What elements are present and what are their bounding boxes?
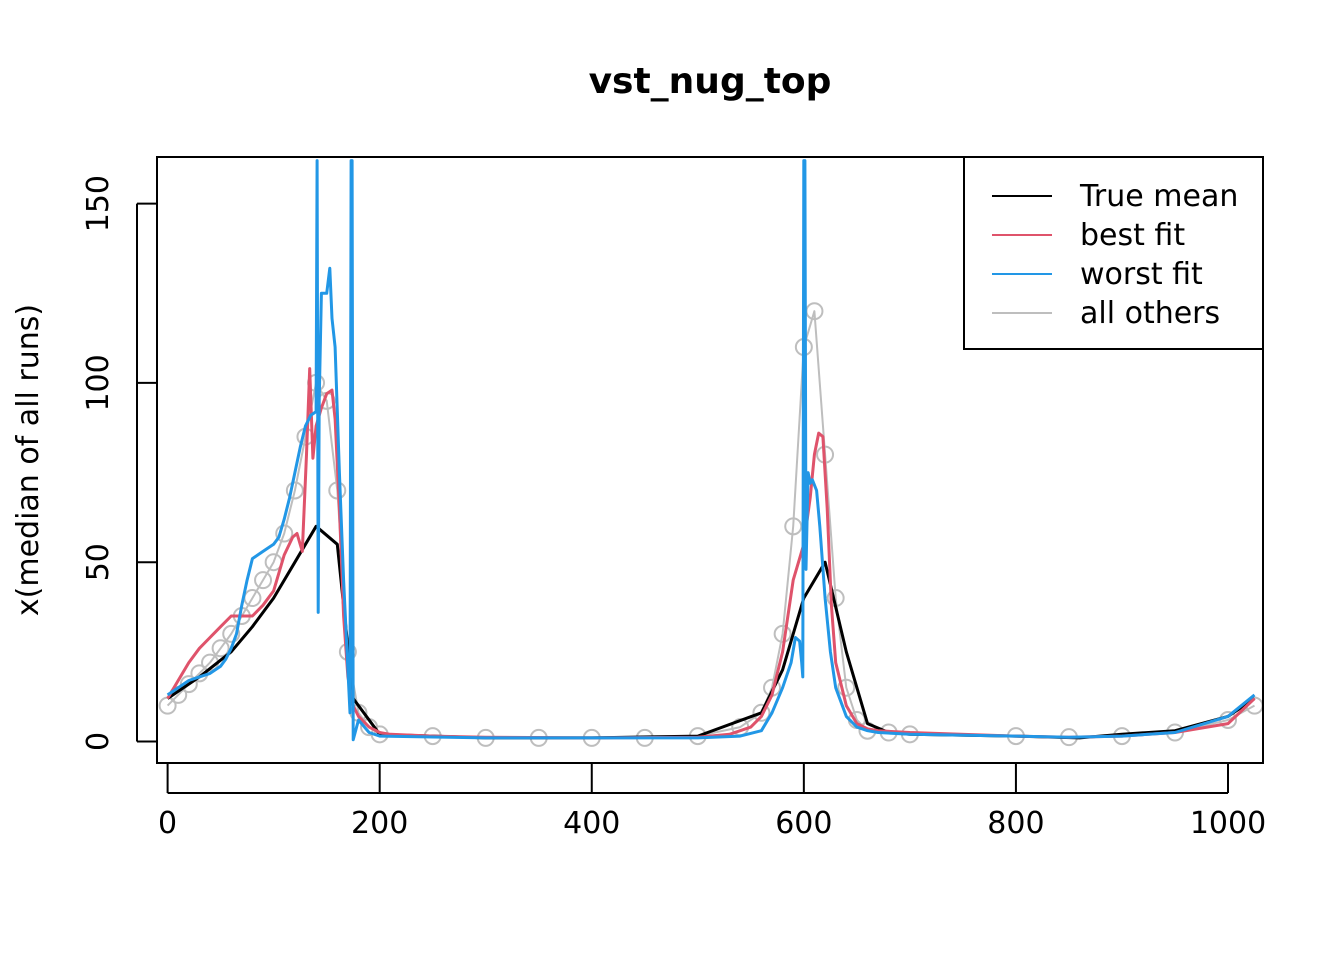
- data-point-all-others: [179, 675, 198, 694]
- y-axis-label: x(median of all runs): [11, 304, 46, 616]
- series-line-all-others: [166, 310, 1255, 739]
- y-tick-label: 150: [81, 175, 116, 232]
- data-point-all-others: [784, 517, 803, 536]
- legend-label-best-fit: best fit: [1080, 218, 1185, 253]
- data-point-all-others: [222, 624, 241, 643]
- x-tick-label: 0: [158, 806, 177, 841]
- data-point-all-others: [275, 524, 294, 543]
- legend: True mean best fit worst fit all others: [963, 156, 1264, 350]
- data-point-all-others: [752, 703, 771, 722]
- x-axis: 0 200 400 600 800 1000: [158, 763, 1266, 841]
- legend-label-all-others: all others: [1080, 296, 1220, 331]
- x-tick-label: 1000: [1190, 806, 1266, 841]
- x-tick-label: 200: [351, 806, 408, 841]
- x-tick-label: 600: [775, 806, 832, 841]
- series-layer: [158, 159, 1263, 747]
- data-point-all-others: [837, 678, 856, 697]
- data-point-all-others: [254, 571, 273, 590]
- x-tick-label: 400: [563, 806, 620, 841]
- data-point-all-others: [211, 639, 230, 658]
- chart-title: vst_nug_top: [589, 61, 832, 102]
- y-tick-label: 0: [81, 732, 116, 751]
- legend-label-worst-fit: worst fit: [1080, 257, 1203, 292]
- x-tick-label: 800: [987, 806, 1044, 841]
- legend-box: [963, 156, 1264, 350]
- series-line-best-fit: [166, 367, 1256, 740]
- series-line-worst-fit: [166, 159, 1256, 742]
- y-axis: 0 50 100 150: [81, 175, 157, 751]
- y-tick-label: 50: [81, 543, 116, 581]
- series-line-true-mean: [166, 524, 1256, 740]
- legend-label-true-mean: True mean: [1079, 179, 1238, 214]
- plot-frame: [156, 156, 1264, 764]
- data-point-all-others: [285, 481, 304, 500]
- y-tick-label: 100: [81, 354, 116, 411]
